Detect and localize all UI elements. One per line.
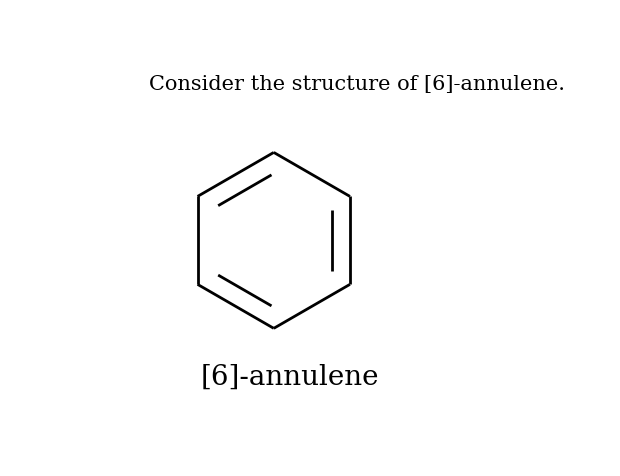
Text: Consider the structure of [6]-annulene.: Consider the structure of [6]-annulene. bbox=[149, 76, 565, 94]
Text: [6]-annulene: [6]-annulene bbox=[200, 364, 379, 391]
